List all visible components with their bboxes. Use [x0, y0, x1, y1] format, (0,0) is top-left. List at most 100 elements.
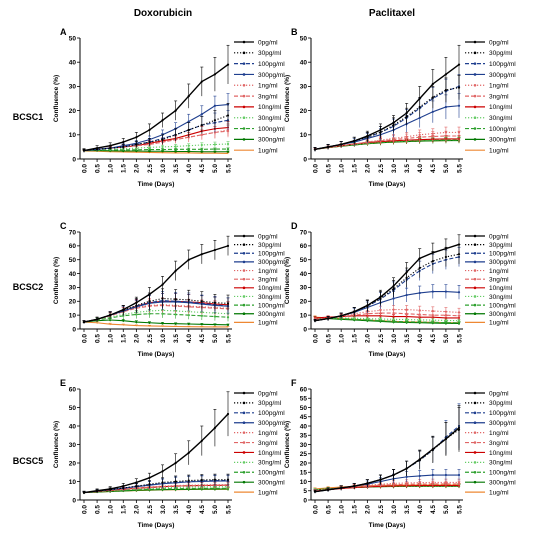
legend-label: 100ng/ml	[258, 302, 285, 309]
legend-marker	[473, 480, 477, 484]
data-point	[418, 318, 421, 321]
data-point	[431, 110, 434, 113]
x-tick-label: 4.0	[417, 334, 424, 343]
legend-label: 10ng/ml	[489, 450, 513, 457]
x-tick-label: 5.0	[212, 164, 219, 173]
data-point	[200, 124, 203, 127]
y-axis-label: Confluence (%)	[284, 421, 291, 468]
data-point	[148, 148, 151, 151]
data-point	[95, 318, 99, 321]
data-point	[122, 485, 125, 488]
data-point	[82, 491, 86, 494]
legend-label: 100pg/ml	[489, 61, 516, 68]
y-tick-label: 40	[300, 60, 308, 67]
data-point	[213, 248, 217, 252]
data-point	[392, 320, 395, 323]
legend-label: 300ng/ml	[489, 479, 516, 486]
legend-item: 30ng/ml	[234, 294, 282, 301]
data-point	[213, 150, 217, 153]
x-tick-label: 4.5	[199, 505, 206, 514]
data-point	[148, 150, 151, 153]
data-point	[379, 309, 382, 312]
legend-marker	[473, 421, 477, 425]
y-tick-label: 10	[300, 479, 308, 486]
data-point	[431, 321, 434, 324]
legend-marker	[242, 461, 246, 464]
data-point	[418, 97, 421, 100]
legend-label: 3ng/ml	[489, 93, 509, 100]
series-line	[83, 245, 229, 323]
legend-marker	[473, 411, 477, 415]
legend-label: 10ng/ml	[258, 450, 282, 457]
data-point	[200, 323, 203, 326]
x-tick-label: 0.5	[325, 164, 332, 173]
data-point	[213, 323, 217, 326]
legend-marker	[473, 260, 477, 264]
data-point	[313, 319, 317, 322]
legend-marker	[242, 470, 246, 474]
legend-label: 10ng/ml	[258, 104, 282, 111]
x-tick-label: 2.0	[134, 334, 141, 343]
legend-item: 0pg/ml	[465, 233, 509, 240]
legend-marker	[473, 312, 477, 316]
legend-item: 300pg/ml	[234, 420, 285, 427]
legend-marker	[473, 431, 477, 434]
row-label-bcsc5: BCSC5	[13, 456, 44, 466]
legend-item: 30pg/ml	[465, 400, 513, 407]
x-tick-label: 2.5	[147, 164, 154, 173]
data-point	[405, 320, 408, 323]
legend-marker	[242, 411, 246, 415]
legend-item: 0pg/ml	[465, 390, 509, 397]
legend-label: 300ng/ml	[258, 311, 285, 318]
legend-item: 100ng/ml	[234, 470, 285, 477]
data-point	[213, 478, 217, 481]
legend-item: 300ng/ml	[234, 137, 285, 144]
data-point	[200, 143, 203, 147]
data-point	[187, 298, 190, 301]
legend-marker	[473, 127, 477, 130]
legend-item: 0pg/ml	[234, 39, 278, 46]
legend-item: 300ng/ml	[465, 311, 516, 318]
legend-item: 100pg/ml	[234, 251, 285, 258]
data-point	[226, 150, 230, 153]
data-point	[161, 283, 164, 286]
data-point	[187, 258, 190, 261]
y-tick-label: 10	[69, 312, 77, 319]
x-tick-label: 4.5	[199, 164, 206, 173]
legend-item: 3ng/ml	[234, 93, 278, 100]
legend-label: 30ng/ml	[489, 460, 513, 467]
x-tick-label: 3.5	[404, 334, 411, 343]
legend-label: 1ng/ml	[489, 268, 509, 275]
panel-letter: E	[60, 378, 66, 388]
data-point	[148, 321, 151, 324]
data-point	[431, 481, 434, 484]
legend-label: 300ng/ml	[258, 479, 285, 486]
series-line	[314, 131, 459, 150]
x-tick-label: 3.0	[160, 505, 167, 514]
legend-label: 30ng/ml	[258, 115, 282, 122]
y-tick-label: 15	[300, 470, 308, 477]
legend-marker	[242, 303, 246, 307]
legend-item: 100ng/ml	[234, 126, 285, 133]
x-tick-label: 1.5	[121, 505, 128, 514]
legend-item: 1ug/ml	[234, 320, 278, 327]
y-tick-label: 50	[300, 405, 308, 412]
legend-marker	[473, 116, 477, 120]
data-point	[405, 293, 408, 297]
x-tick-label: 0.0	[81, 164, 88, 173]
legend-label: 100pg/ml	[258, 251, 285, 258]
series-line	[314, 427, 460, 493]
data-point	[418, 309, 421, 312]
legend-label: 1ng/ml	[258, 268, 278, 275]
y-tick-label: 0	[72, 497, 76, 504]
x-tick-label: 5.0	[443, 505, 450, 514]
legend-label: 10ng/ml	[489, 104, 513, 111]
legend-label: 300ng/ml	[258, 137, 285, 144]
y-tick-label: 70	[300, 229, 308, 236]
data-point	[148, 483, 151, 486]
x-tick-label: 0.5	[94, 334, 101, 343]
legend-marker	[242, 401, 246, 405]
legend-label: 30ng/ml	[258, 294, 282, 301]
data-point	[135, 136, 138, 139]
